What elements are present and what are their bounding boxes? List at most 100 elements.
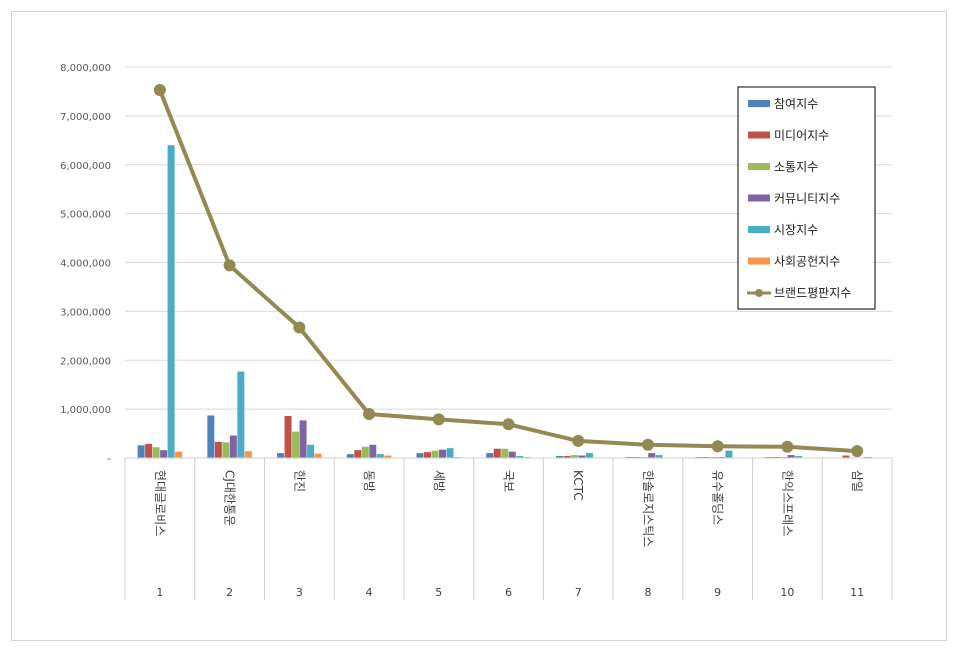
category-name-label: 국보	[502, 470, 516, 492]
bar-시장지수-8	[655, 455, 663, 458]
bar-커뮤니티지수-5	[439, 449, 447, 458]
bar-커뮤니티지수-10	[787, 455, 795, 458]
bar-미디어지수-7	[563, 456, 571, 458]
bar-소통지수-7	[570, 455, 578, 458]
category-name-label: CJ대한통운	[223, 470, 237, 526]
point-브랜드평판지수-7	[572, 434, 585, 447]
y-tick-label: -	[107, 454, 111, 465]
legend-swatch-커뮤니티지수	[748, 194, 770, 202]
legend-marker-브랜드평판지수	[755, 289, 763, 297]
bar-시장지수-3	[307, 444, 315, 458]
bar-참여지수-2	[207, 415, 215, 458]
bar-미디어지수-11	[842, 455, 850, 458]
bar-소통지수-6	[501, 448, 509, 458]
bar-사회공헌지수-1	[175, 451, 183, 458]
category-number-label: 10	[780, 586, 794, 599]
bar-미디어지수-6	[493, 448, 501, 458]
bar-커뮤니티지수-7	[578, 455, 586, 458]
bar-참여지수-4	[346, 454, 354, 458]
category-name-label: 한익스프레스	[780, 470, 794, 536]
gridlines	[125, 66, 892, 459]
bar-사회공헌지수-4	[384, 455, 392, 458]
y-tick-label: 6,000,000	[60, 161, 111, 172]
point-브랜드평판지수-1	[153, 83, 166, 96]
chart-frame: - 1,000,000 2,000,000 3,000,000 4,000,000 5,0…	[11, 11, 947, 641]
bar-미디어지수-4	[354, 450, 362, 458]
category-number-label: 8	[644, 586, 651, 599]
legend-swatch-사회공헌지수	[748, 257, 770, 265]
category-name-label: 동방	[362, 470, 376, 492]
category-number-label: 2	[226, 586, 233, 599]
category-name-label: 현대글로비스	[153, 470, 167, 536]
category-number-label: 6	[505, 586, 512, 599]
category-name-label: 유수홀딩스	[711, 470, 725, 525]
bar-소통지수-5	[431, 450, 439, 458]
category-name-label: 세방	[432, 470, 446, 492]
bar-소통지수-1	[152, 447, 160, 458]
bar-시장지수-6	[516, 456, 524, 458]
bar-미디어지수-5	[424, 452, 432, 458]
point-브랜드평판지수-8	[641, 438, 654, 451]
y-tick-label: 8,000,000	[60, 63, 111, 74]
legend-label: 소통지수	[774, 160, 818, 174]
bar-커뮤니티지수-2	[229, 435, 237, 458]
bar-커뮤니티지수-6	[508, 451, 516, 458]
point-브랜드평판지수-2	[223, 259, 236, 272]
point-브랜드평판지수-4	[363, 408, 376, 421]
bar-참여지수-5	[416, 453, 424, 458]
bar-참여지수-7	[555, 456, 563, 458]
bar-사회공헌지수-3	[314, 453, 322, 458]
legend-label: 시장지수	[774, 223, 818, 237]
category-number-label: 1	[156, 586, 163, 599]
bar-커뮤니티지수-3	[299, 420, 307, 458]
bar-시장지수-7	[585, 453, 593, 458]
brand-reputation-chart: - 1,000,000 2,000,000 3,000,000 4,000,000 5,0…	[60, 63, 893, 600]
category-number-label: 4	[366, 586, 373, 599]
legend-label: 미디어지수	[774, 129, 829, 143]
y-tick-label: 4,000,000	[60, 259, 111, 270]
bar-소통지수-3	[292, 431, 300, 458]
category-name-label: 한진	[292, 470, 306, 492]
legend-swatch-미디어지수	[748, 131, 770, 139]
category-number-label: 5	[435, 586, 442, 599]
legend-label: 참여지수	[774, 97, 818, 111]
bar-미디어지수-1	[145, 443, 153, 458]
bar-커뮤니티지수-1	[160, 450, 168, 458]
y-tick-label: 5,000,000	[60, 210, 111, 221]
category-name-label: 한솔로지스틱스	[641, 470, 655, 547]
category-number-label: 11	[850, 586, 864, 599]
legend-label: 사회공헌지수	[774, 255, 840, 269]
bar-소통지수-2	[222, 442, 230, 458]
point-브랜드평판지수-9	[711, 440, 724, 453]
legend-swatch-소통지수	[748, 163, 770, 170]
y-tick-label: 2,000,000	[60, 356, 111, 367]
bar-시장지수-1	[167, 145, 175, 458]
category-number-label: 3	[296, 586, 303, 599]
point-브랜드평판지수-11	[851, 445, 864, 458]
point-브랜드평판지수-10	[781, 440, 794, 453]
brand-index-line	[153, 83, 864, 458]
bar-미디어지수-2	[214, 441, 222, 458]
point-브랜드평판지수-6	[502, 418, 515, 431]
bar-시장지수-4	[376, 454, 384, 458]
category-name-label: 삼일	[850, 470, 864, 492]
bar-시장지수-10	[795, 456, 803, 458]
bar-소통지수-4	[361, 446, 369, 458]
bar-시장지수-9	[725, 450, 733, 458]
bar-참여지수-3	[277, 453, 285, 458]
y-tick-label: 3,000,000	[60, 307, 111, 318]
category-number-label: 7	[575, 586, 582, 599]
legend-label: 커뮤니티지수	[774, 192, 840, 206]
legend-swatch-시장지수	[748, 226, 770, 233]
y-axis-tick-labels: - 1,000,000 2,000,000 3,000,000 4,000,000 5,0…	[60, 63, 111, 465]
bar-커뮤니티지수-8	[648, 453, 656, 458]
bar-시장지수-2	[237, 371, 245, 458]
bar-참여지수-6	[486, 453, 494, 458]
category-name-label: KCTC	[571, 470, 585, 501]
bar-커뮤니티지수-4	[369, 444, 377, 458]
legend-swatch-참여지수	[748, 100, 770, 107]
category-number-label: 9	[714, 586, 721, 599]
bar-시장지수-5	[446, 448, 454, 458]
y-tick-label: 7,000,000	[60, 112, 111, 123]
